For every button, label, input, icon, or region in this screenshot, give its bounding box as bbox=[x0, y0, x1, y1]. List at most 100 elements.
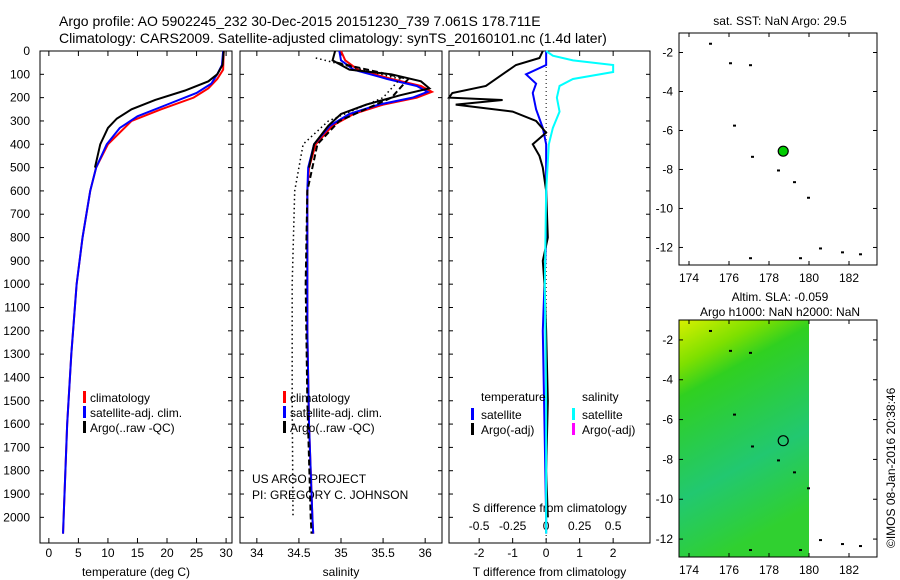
x2-tick-label: 0.25 bbox=[568, 519, 592, 533]
y-tick-label: 2000 bbox=[3, 510, 30, 524]
island-mark bbox=[859, 253, 862, 256]
lat-tick-label: -2 bbox=[662, 45, 673, 59]
island-mark bbox=[807, 196, 810, 199]
x-tick-label: 34 bbox=[250, 546, 264, 560]
lon-tick-label: 174 bbox=[679, 563, 699, 577]
island-mark bbox=[751, 445, 754, 448]
map-title: sat. SST: NaN Argo: 29.5 bbox=[713, 14, 847, 28]
y-tick-label: 800 bbox=[10, 231, 30, 245]
panel-frame bbox=[448, 50, 651, 544]
legend-label: Argo(-adj) bbox=[582, 423, 635, 437]
pi-credit: PI: GREGORY C. JOHNSON bbox=[252, 488, 409, 502]
lon-tick-label: 174 bbox=[679, 271, 699, 285]
x-tick-label: 15 bbox=[131, 546, 145, 560]
y-tick-label: 0 bbox=[23, 44, 30, 58]
lat-tick-label: -10 bbox=[656, 492, 674, 506]
x2-tick-label: -0.25 bbox=[499, 519, 527, 533]
island-mark bbox=[807, 487, 810, 490]
x-tick-label: 36 bbox=[418, 546, 432, 560]
legend-swatch bbox=[283, 406, 286, 418]
sla-heatmap bbox=[679, 320, 809, 557]
legend-swatch bbox=[283, 391, 286, 403]
island-mark bbox=[749, 257, 752, 260]
x2-tick-label: 0.5 bbox=[605, 519, 622, 533]
legend-label: satellite-adj. clim. bbox=[90, 406, 182, 420]
legend-swatch bbox=[572, 408, 575, 420]
lat-tick-label: -10 bbox=[656, 201, 674, 215]
y-tick-label: 100 bbox=[10, 67, 30, 81]
legend-label: satellite-adj. clim. bbox=[290, 406, 382, 420]
y-tick-label: 200 bbox=[10, 91, 30, 105]
legend-swatch bbox=[83, 421, 86, 433]
x-tick-label: 0 bbox=[543, 546, 550, 560]
lon-tick-label: 176 bbox=[719, 563, 739, 577]
legend-heading-temperature: temperature bbox=[481, 390, 546, 404]
legend-swatch bbox=[83, 391, 86, 403]
lon-tick-label: 178 bbox=[759, 563, 779, 577]
lon-tick-label: 180 bbox=[799, 271, 819, 285]
y-tick-label: 900 bbox=[10, 254, 30, 268]
island-mark bbox=[859, 545, 862, 548]
panel-frame bbox=[239, 50, 443, 544]
series-argo-raw-qc-solid bbox=[308, 50, 432, 168]
legend-swatch bbox=[283, 421, 286, 433]
y-tick-label: 1900 bbox=[3, 487, 30, 501]
y-tick-label: 1700 bbox=[3, 440, 30, 454]
y-tick-label: 400 bbox=[10, 137, 30, 151]
island-mark bbox=[777, 169, 780, 172]
island-mark bbox=[709, 42, 712, 45]
y-tick-label: 1500 bbox=[3, 394, 30, 408]
float-position-marker bbox=[777, 435, 789, 447]
legend-label: climatology bbox=[90, 391, 150, 405]
series-satellite-adj-clim- bbox=[62, 50, 225, 534]
lat-tick-label: -6 bbox=[662, 123, 673, 137]
series-argo-dashed bbox=[304, 61, 411, 534]
map-title: Altim. SLA: -0.059 bbox=[732, 290, 829, 304]
lat-tick-label: -2 bbox=[662, 333, 673, 347]
island-mark bbox=[799, 257, 802, 260]
legend-label: Argo(-adj) bbox=[481, 423, 534, 437]
series-climatology bbox=[306, 50, 435, 534]
x-tick-label: 20 bbox=[160, 546, 174, 560]
y-tick-label: 500 bbox=[10, 161, 30, 175]
lat-tick-label: -6 bbox=[662, 413, 673, 427]
y-tick-label: 700 bbox=[10, 207, 30, 221]
map-subtitle: Argo h1000: NaN h2000: NaN bbox=[700, 305, 860, 319]
y-tick-label: 1000 bbox=[3, 277, 30, 291]
legend-label: Argo(..raw -QC) bbox=[90, 421, 175, 435]
island-mark bbox=[709, 329, 712, 332]
title-line-1: Argo profile: AO 5902245_232 30-Dec-2015… bbox=[59, 13, 541, 29]
x-tick-label: 5 bbox=[75, 546, 82, 560]
y-tick-label: 300 bbox=[10, 114, 30, 128]
island-mark bbox=[751, 155, 754, 158]
x-tick-label: 35 bbox=[334, 546, 348, 560]
x2-axis-label: S difference from climatology bbox=[472, 501, 627, 515]
island-mark bbox=[749, 549, 752, 552]
lon-tick-label: 176 bbox=[719, 271, 739, 285]
island-mark bbox=[819, 247, 822, 250]
series-dotted bbox=[291, 57, 402, 518]
title-line-2: Climatology: CARS2009. Satellite-adjuste… bbox=[59, 30, 607, 46]
series-satellite-adj-clim- bbox=[306, 50, 431, 534]
x-tick-label: 0 bbox=[46, 546, 53, 560]
series-climatology bbox=[62, 50, 225, 534]
y-tick-label: 1800 bbox=[3, 464, 30, 478]
series-s-satellite bbox=[543, 50, 615, 534]
island-mark bbox=[749, 64, 752, 67]
x-tick-label: 25 bbox=[190, 546, 204, 560]
x-axis-label: T difference from climatology bbox=[473, 565, 627, 579]
lat-tick-label: -12 bbox=[656, 532, 674, 546]
lat-tick-label: -8 bbox=[662, 452, 673, 466]
float-position-marker bbox=[777, 145, 789, 157]
lon-tick-label: 178 bbox=[759, 271, 779, 285]
legend-swatch bbox=[471, 408, 474, 420]
y-tick-label: 1600 bbox=[3, 417, 30, 431]
island-mark bbox=[793, 471, 796, 474]
lon-tick-label: 180 bbox=[799, 563, 819, 577]
lat-tick-label: -12 bbox=[656, 240, 674, 254]
x-tick-label: 1 bbox=[576, 546, 583, 560]
series-argo-raw-qc- bbox=[93, 50, 225, 168]
legend-label: satellite bbox=[481, 408, 522, 422]
x-tick-label: 35.5 bbox=[371, 546, 395, 560]
